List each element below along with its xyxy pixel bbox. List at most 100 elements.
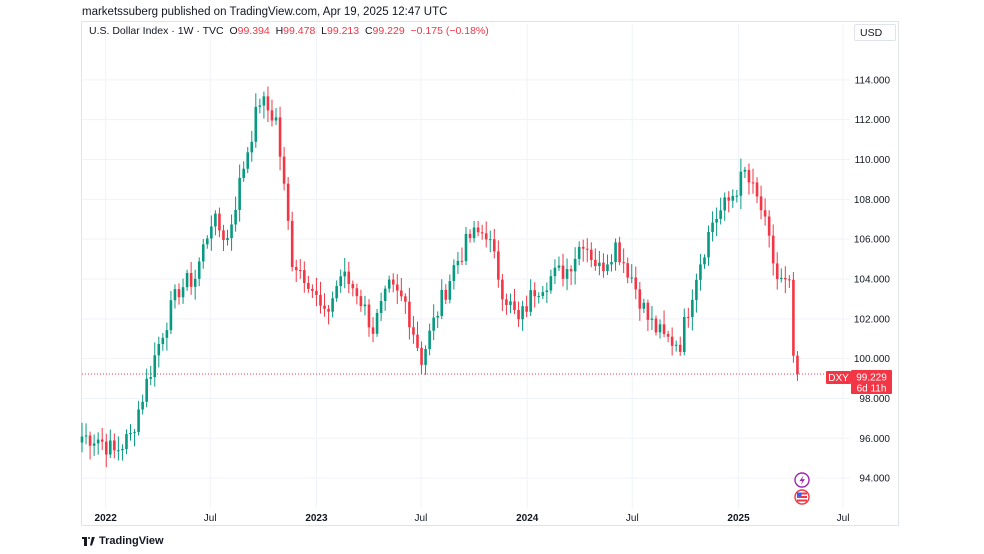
x-tick-label: Jul xyxy=(204,513,217,524)
lightning-icon[interactable] xyxy=(794,472,810,488)
open-value: 99.394 xyxy=(237,25,270,37)
candle xyxy=(711,211,714,242)
candle xyxy=(278,106,282,171)
candle xyxy=(739,158,743,210)
candle xyxy=(695,273,698,313)
candle xyxy=(541,286,545,300)
candle xyxy=(448,274,452,304)
candle xyxy=(581,239,585,262)
candle xyxy=(484,221,488,248)
candle xyxy=(113,433,116,459)
candle xyxy=(117,436,120,461)
candle xyxy=(331,291,334,318)
candle xyxy=(594,248,597,271)
candle xyxy=(468,229,472,243)
candle xyxy=(141,394,144,415)
candle xyxy=(460,247,464,266)
candle xyxy=(602,253,605,278)
candle xyxy=(488,230,492,253)
candle xyxy=(254,93,258,148)
candle xyxy=(788,275,791,288)
candle xyxy=(642,298,646,314)
candle xyxy=(404,293,407,314)
candle xyxy=(472,220,476,243)
candle xyxy=(201,238,205,269)
y-tick-label: 104.000 xyxy=(854,274,891,285)
candle xyxy=(723,192,726,221)
candle xyxy=(177,283,181,305)
candle xyxy=(363,295,367,316)
candle xyxy=(731,189,735,208)
candle xyxy=(626,257,629,284)
x-tick-label: Jul xyxy=(837,513,850,524)
candle xyxy=(436,311,440,329)
candle xyxy=(670,327,674,356)
ticker-tag xyxy=(826,371,851,384)
candle xyxy=(270,99,274,127)
candle xyxy=(165,322,169,351)
candle xyxy=(222,224,225,252)
candle xyxy=(703,254,706,269)
candle xyxy=(282,147,286,191)
candle xyxy=(133,428,136,447)
tradingview-logo-icon xyxy=(82,536,95,546)
publisher-line: marketssuberg published on TradingView.c… xyxy=(82,6,448,18)
candle xyxy=(197,257,201,287)
candle xyxy=(779,268,783,283)
candle xyxy=(614,238,617,271)
candle xyxy=(480,224,484,240)
candle xyxy=(561,253,565,287)
candle xyxy=(412,316,415,344)
candle xyxy=(513,288,516,315)
grid-lines xyxy=(82,24,850,508)
candle xyxy=(391,273,395,293)
candle xyxy=(230,214,233,251)
close-value: 99.229 xyxy=(372,25,405,37)
us-flag-icon[interactable] xyxy=(794,489,810,505)
candle xyxy=(662,310,666,338)
candle xyxy=(323,293,326,317)
candle xyxy=(355,283,359,305)
candle xyxy=(521,300,524,331)
candle xyxy=(444,284,448,305)
candle xyxy=(533,282,537,308)
time-axis: 2022 Jul 2023 Jul 2024 Jul 2025 Jul xyxy=(95,513,850,524)
symbol-name[interactable]: U.S. Dollar Index · 1W · TVC xyxy=(89,25,224,37)
candle xyxy=(424,345,427,375)
candle xyxy=(121,444,124,461)
y-tick-label: 102.000 xyxy=(854,314,891,325)
candle xyxy=(630,264,634,284)
candle xyxy=(751,168,755,194)
candle xyxy=(549,269,553,294)
price-tag xyxy=(851,370,892,394)
candle xyxy=(654,315,658,336)
candle xyxy=(307,275,310,293)
candle xyxy=(784,266,787,294)
candle xyxy=(646,299,650,332)
high-value: 99.478 xyxy=(283,25,316,37)
candle xyxy=(545,282,549,304)
candle xyxy=(242,161,245,182)
currency-button[interactable]: USD xyxy=(854,24,896,41)
candle xyxy=(96,432,100,455)
candle xyxy=(674,340,678,352)
candle xyxy=(129,424,132,441)
candle xyxy=(759,185,763,220)
candle xyxy=(351,280,355,297)
candle xyxy=(153,342,157,387)
candle xyxy=(104,433,108,468)
candle xyxy=(319,281,322,314)
candle xyxy=(303,261,306,293)
candle xyxy=(598,250,601,276)
candle xyxy=(108,429,112,459)
candle xyxy=(408,287,411,340)
candle xyxy=(707,225,710,266)
candle xyxy=(440,279,444,320)
candle xyxy=(258,98,262,114)
tradingview-brand[interactable]: TradingView xyxy=(82,535,164,547)
candle xyxy=(234,196,237,232)
candle xyxy=(88,431,92,460)
y-tick-label: 96.000 xyxy=(859,434,890,445)
candle xyxy=(193,269,197,300)
